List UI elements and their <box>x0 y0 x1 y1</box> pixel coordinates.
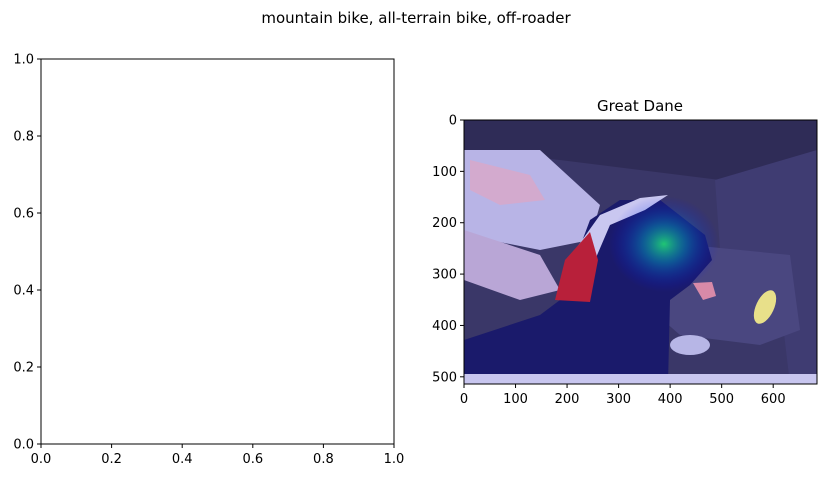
right-axes: Great Dane <box>432 97 818 407</box>
left-x-tick-label: 0.6 <box>242 452 263 467</box>
right-x-tick-label: 100 <box>503 392 528 407</box>
right-y-tick-label: 0 <box>449 114 457 129</box>
left-axes-frame <box>40 58 395 445</box>
left-x-tick-label: 1.0 <box>384 452 405 467</box>
floor <box>464 374 817 384</box>
right-y-ticks: 0 100 200 300 400 500 <box>432 114 464 385</box>
right-x-ticks: 0 100 200 300 400 500 600 <box>460 384 786 407</box>
activation-hotspot <box>609 196 719 292</box>
right-y-tick-label: 200 <box>432 216 457 231</box>
left-x-ticks: 0.0 0.2 0.4 0.6 0.8 1.0 <box>31 444 405 467</box>
left-axes: 0.0 0.2 0.4 0.6 0.8 1.0 0.0 0.2 0.4 0.6 0.8 1.0 <box>13 53 404 468</box>
right-x-tick-label: 0 <box>460 392 468 407</box>
right-axes-frame <box>463 119 818 385</box>
left-x-tick-label: 0.8 <box>313 452 334 467</box>
yellow-object <box>753 290 777 324</box>
couch-back <box>464 120 817 180</box>
left-y-tick-label: 1.0 <box>13 53 34 68</box>
right-x-tick-label: 200 <box>555 392 580 407</box>
tongue <box>693 282 716 300</box>
left-x-tick-label: 0.0 <box>31 452 52 467</box>
right-y-tick-label: 400 <box>432 319 457 334</box>
left-y-tick-label: 0.8 <box>13 130 34 145</box>
right-y-tick-label: 500 <box>432 370 457 385</box>
left-x-tick-label: 0.2 <box>101 452 122 467</box>
foot <box>670 335 710 355</box>
heatmap-image <box>464 120 817 384</box>
right-axes-title: Great Dane <box>597 97 683 115</box>
left-y-tick-label: 0.4 <box>13 284 34 299</box>
right-x-tick-label: 600 <box>761 392 786 407</box>
right-x-tick-label: 500 <box>709 392 734 407</box>
left-y-tick-label: 0.0 <box>13 438 34 453</box>
left-y-tick-label: 0.6 <box>13 207 34 222</box>
right-y-tick-label: 100 <box>432 165 457 180</box>
left-y-ticks: 0.0 0.2 0.4 0.6 0.8 1.0 <box>13 53 41 453</box>
right-x-tick-label: 400 <box>658 392 683 407</box>
figure-suptitle: mountain bike, all-terrain bike, off-roa… <box>261 9 571 27</box>
right-x-tick-label: 300 <box>606 392 631 407</box>
left-x-tick-label: 0.4 <box>172 452 193 467</box>
right-y-tick-label: 300 <box>432 268 457 283</box>
hand <box>464 230 560 300</box>
blanket-stripe <box>470 160 545 205</box>
hat-red <box>555 232 598 302</box>
left-y-tick-label: 0.2 <box>13 361 34 376</box>
